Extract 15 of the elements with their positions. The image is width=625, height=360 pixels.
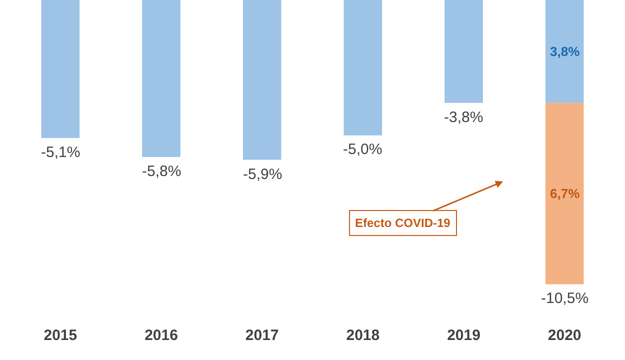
data-label: -3,8% [444,109,484,126]
x-tick-label: 2018 [346,327,380,344]
x-tick-label: 2015 [44,327,78,344]
x-tick-label: 2020 [548,327,582,344]
annotation: 3,8% [550,44,580,59]
total-label: -10,5% [541,290,589,307]
data-label: -5,0% [343,141,382,158]
data-label: -5,1% [41,144,80,161]
x-tick-label: 2017 [245,327,279,344]
annotation: Efecto COVID-19 [355,216,451,230]
x-tick-label: 2016 [144,327,178,344]
x-tick-label: 2019 [447,327,480,344]
data-label: -5,8% [142,163,182,180]
data-label: -5,9% [243,166,282,183]
annotation: 6,7% [550,186,580,201]
